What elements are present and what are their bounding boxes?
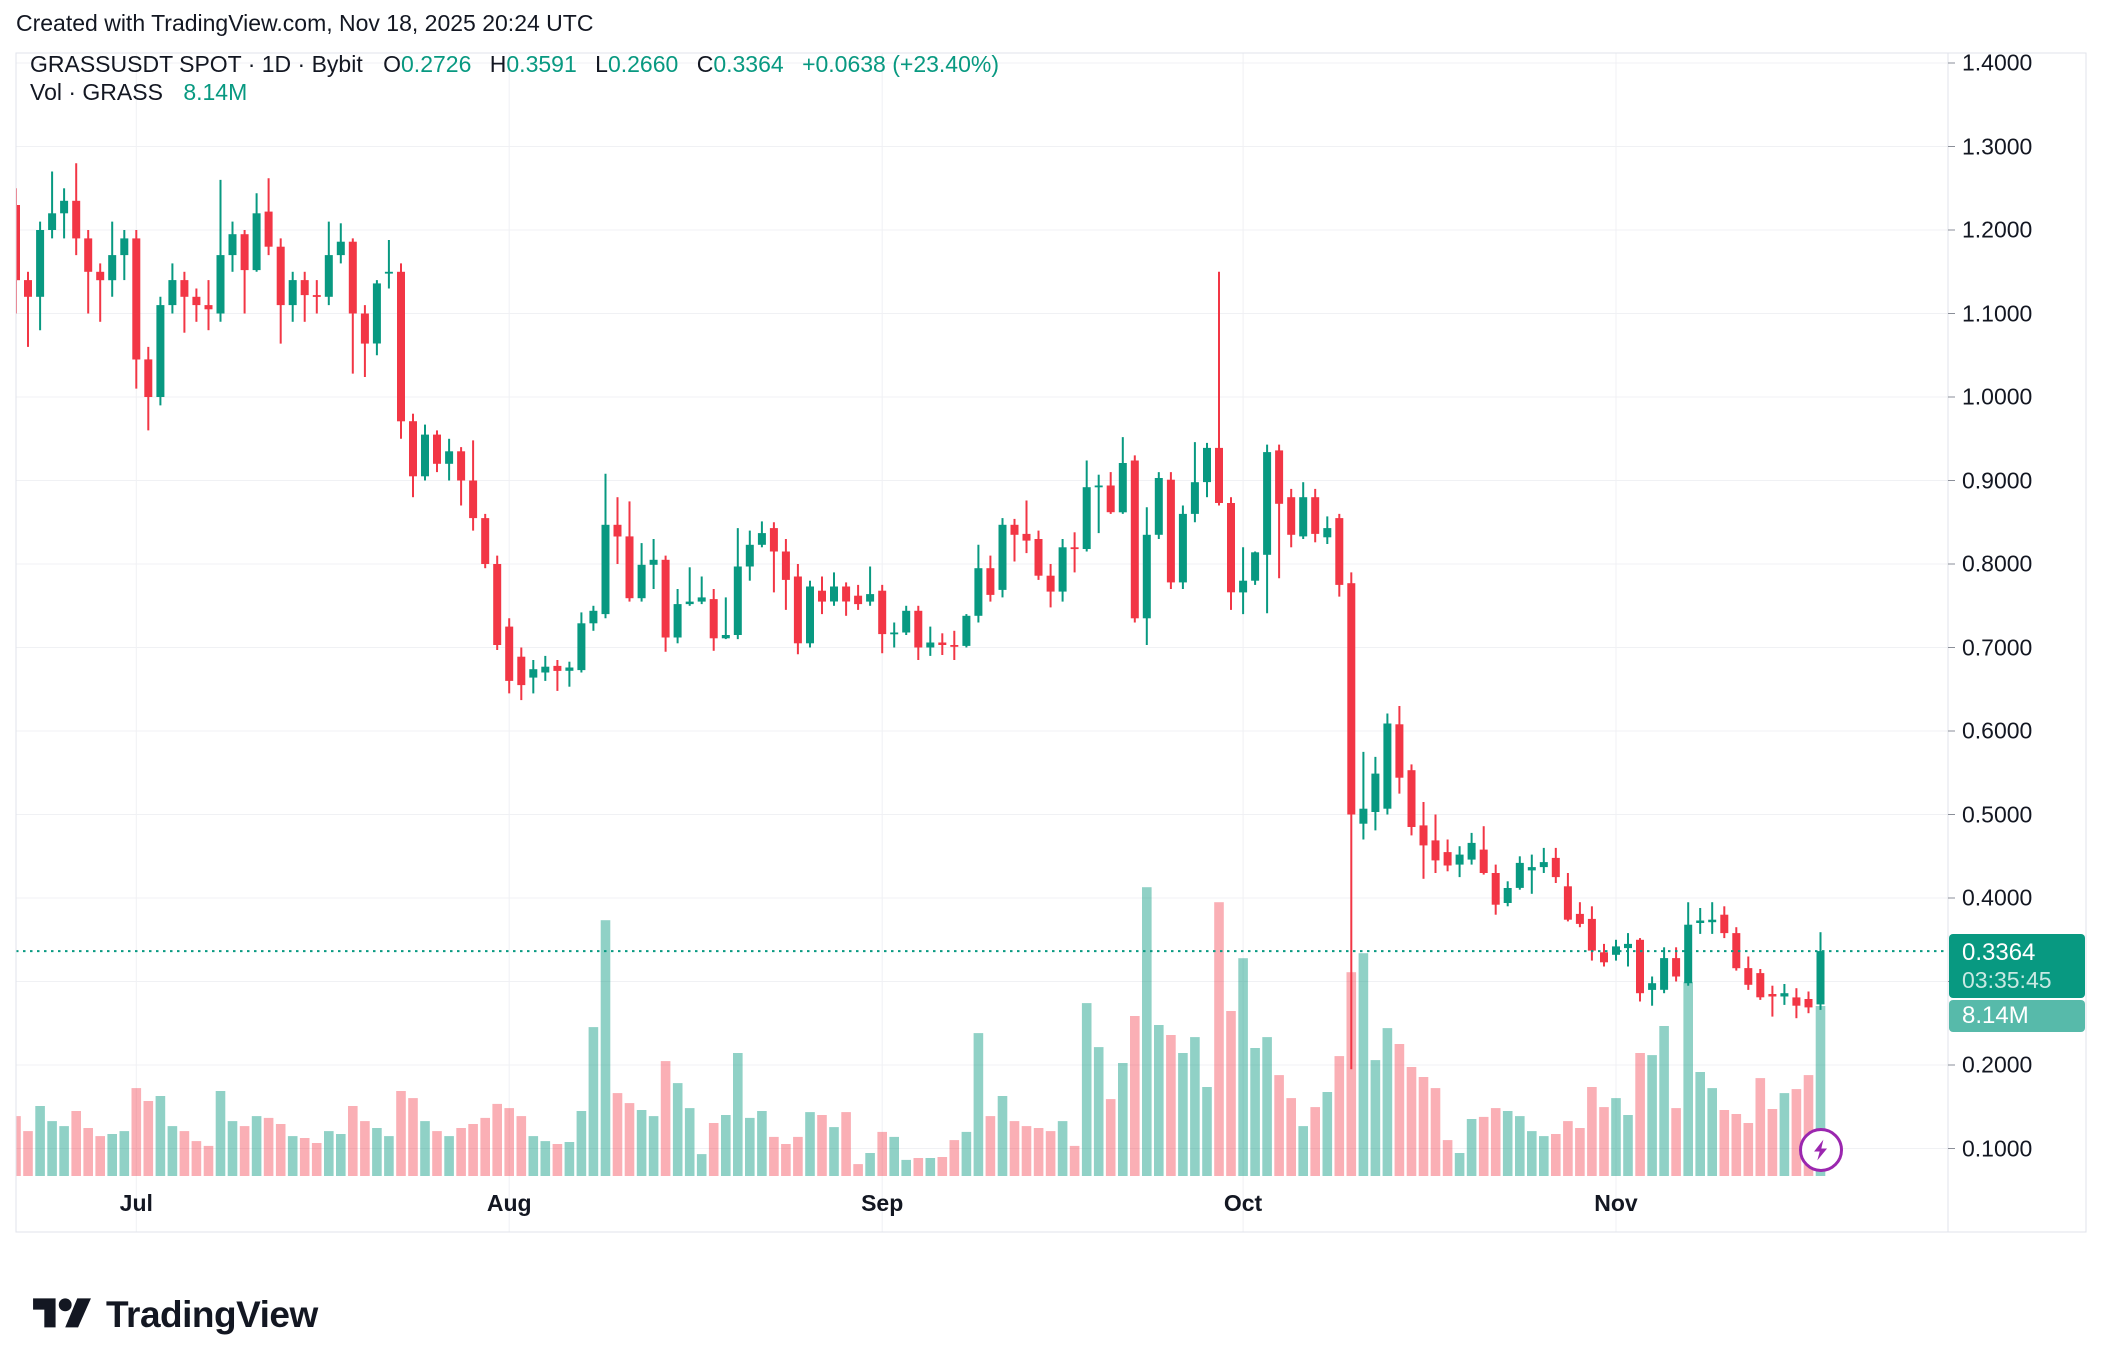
tradingview-logo-text: TradingView xyxy=(106,1293,318,1335)
price-axis-label: 1.2000 xyxy=(1962,216,2033,243)
time-axis[interactable]: Jul Aug Sep Oct Nov xyxy=(16,1176,1948,1232)
volume-legend: Vol · GRASS 8.14M xyxy=(30,79,247,106)
time-axis-label-oct: Oct xyxy=(1223,1190,1263,1216)
price-axis-label: 1.1000 xyxy=(1962,300,2033,326)
last-price-value: 0.3364 xyxy=(1962,939,2036,966)
symbol-title: GRASSUSDT SPOT · 1D · Bybit xyxy=(30,51,363,77)
tradingview-logo[interactable]: TradingView xyxy=(33,1292,318,1337)
volume-value: 8.14M xyxy=(183,79,248,105)
instant-order-marker-button[interactable] xyxy=(1798,1128,1843,1172)
ohlc-low: L0.2660 xyxy=(595,51,679,77)
time-axis-label-jul: Jul xyxy=(119,1190,153,1216)
lightning-icon xyxy=(1813,1139,1827,1161)
price-axis-label: 0.8000 xyxy=(1962,550,2033,577)
volume-label: Vol · GRASS xyxy=(30,79,163,105)
last-volume-badge: 8.14M xyxy=(1949,1000,2085,1032)
tradingview-logo-icon xyxy=(33,1298,91,1328)
last-price-badge: 0.3364 03:35:45 xyxy=(1949,934,2085,998)
price-axis[interactable]: 1.4000 1.3000 1.2000 1.1000 1.0000 0.9000 0.80… xyxy=(1948,49,2086,1232)
price-axis-label: 0.9000 xyxy=(1962,467,2033,493)
price-axis-label: 0.6000 xyxy=(1962,717,2033,744)
price-axis-label: 1.4000 xyxy=(1962,49,2033,76)
bar-countdown: 03:35:45 xyxy=(1962,967,2052,993)
change-value: +0.0638 (+23.40%) xyxy=(802,51,999,77)
ohlc-close: C0.3364 xyxy=(696,51,784,77)
time-axis-label-nov: Nov xyxy=(1594,1190,1638,1216)
price-axis-label: 1.0000 xyxy=(1962,383,2033,410)
price-axis-label: 0.5000 xyxy=(1962,801,2033,827)
price-axis-label: 0.4000 xyxy=(1962,884,2033,911)
time-axis-label-sep: Sep xyxy=(861,1190,904,1216)
ohlc-high: H0.3591 xyxy=(489,51,577,77)
price-axis-label: 1.3000 xyxy=(1962,133,2033,159)
price-axis-label: 0.2000 xyxy=(1962,1051,2033,1078)
price-axis-label: 0.1000 xyxy=(1962,1135,2033,1161)
ohlc-open: O0.2726 xyxy=(383,51,472,77)
attribution-text: Created with TradingView.com, Nov 18, 20… xyxy=(16,10,594,36)
symbol-legend: GRASSUSDT SPOT · 1D · Bybit O0.2726 H0.3… xyxy=(30,51,999,78)
price-axis-label: 0.7000 xyxy=(1962,634,2033,660)
time-axis-label-aug: Aug xyxy=(486,1190,532,1216)
